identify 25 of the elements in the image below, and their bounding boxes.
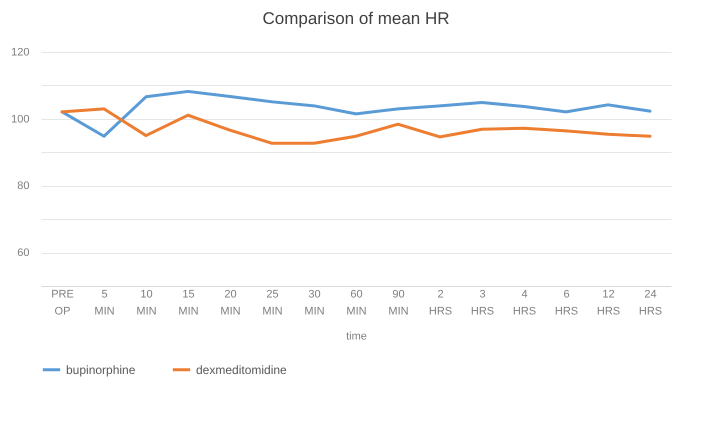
y-tick-label: 120: [11, 46, 30, 58]
y-tick-label: 60: [17, 247, 30, 260]
line-series: [60, 90, 652, 138]
y-tick-label: 100: [11, 113, 30, 126]
x-tick-label: 3 HRS: [470, 288, 494, 318]
x-tick-label: 90 MIN: [388, 288, 409, 318]
x-tick-label: 15 MIN: [178, 288, 199, 318]
x-tick-label: 10 MIN: [136, 288, 157, 318]
line-series: [60, 107, 652, 145]
chart-title: Comparison of mean HR: [262, 9, 450, 28]
x-tick-label: 20 MIN: [220, 288, 241, 318]
x-tick-label: 6 HRS: [554, 288, 578, 318]
x-tick-label: PRE OP: [51, 288, 74, 318]
x-tick-label: 60 MIN: [346, 288, 367, 318]
x-axis-title: time: [346, 330, 367, 342]
x-tick-label: 5 MIN: [94, 288, 115, 318]
x-tick-label: 12 HRS: [596, 288, 620, 318]
x-tick-label: 30 MIN: [304, 288, 325, 318]
x-tick-label: 24 HRS: [638, 288, 662, 318]
x-tick-label: 4 HRS: [512, 288, 536, 318]
x-tick-label: 2 HRS: [428, 288, 452, 318]
legend-label: dexmeditomidine: [196, 362, 288, 377]
y-tick-label: 80: [17, 180, 30, 192]
legend-label: bupinorphine: [66, 362, 136, 377]
x-tick-label: 25 MIN: [262, 288, 283, 318]
